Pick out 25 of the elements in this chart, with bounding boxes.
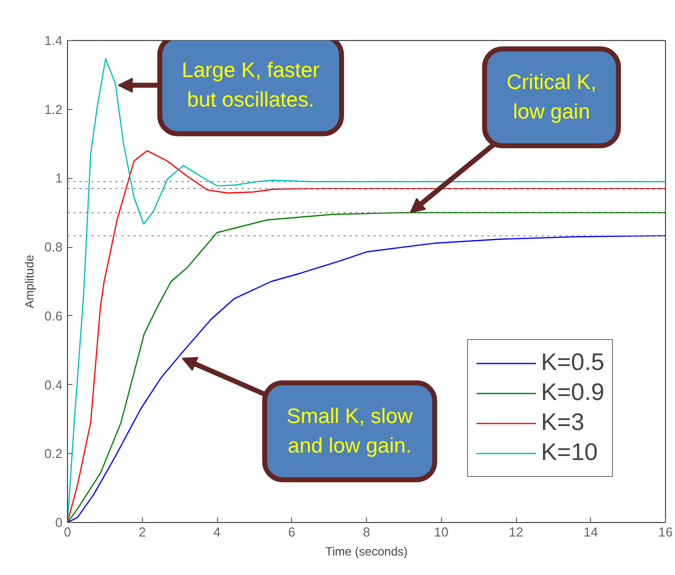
y-tick-label: 1.2 — [44, 102, 63, 117]
y-tick-label: 0.2 — [44, 446, 63, 462]
y-axis-title: Amplitude — [22, 254, 36, 308]
x-tick-label: 4 — [213, 524, 221, 540]
x-tick-label: 8 — [362, 524, 370, 540]
annotation: Large K, faster but oscillates. — [182, 58, 320, 112]
annotation: Small K, slow and low gain. — [286, 404, 414, 458]
legend-label: K=3 — [541, 408, 584, 438]
y-tick-label: 1 — [55, 170, 63, 186]
x-axis-title: Time (seconds) — [325, 544, 408, 558]
x-tick-label: 6 — [288, 524, 296, 540]
y-tick-label: 0.8 — [44, 240, 63, 255]
legend-label: K=0.5 — [541, 348, 604, 378]
y-tick-label: 0 — [55, 515, 63, 530]
legend-label: K=10 — [541, 438, 598, 468]
x-tick-label: 14 — [584, 524, 598, 540]
y-tick-label: 1.4 — [44, 33, 63, 48]
x-tick-label: 16 — [658, 524, 673, 540]
x-tick-label: 2 — [138, 524, 146, 540]
y-tick-label: 0.4 — [44, 377, 63, 392]
x-tick-label: 10 — [434, 524, 448, 540]
x-tick-label: 12 — [508, 524, 524, 540]
y-tick-label: 0.6 — [44, 308, 63, 324]
legend-label: K=0.9 — [541, 378, 604, 408]
annotation: Critical K, low gain — [506, 70, 596, 124]
